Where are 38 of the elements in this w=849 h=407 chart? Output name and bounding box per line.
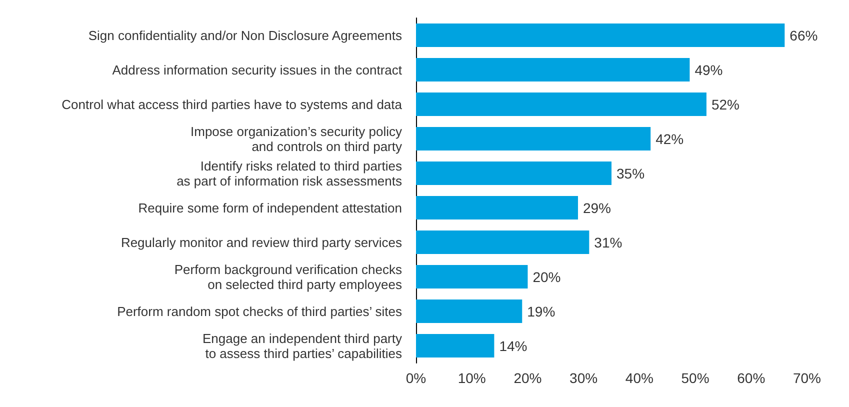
bar [416, 300, 522, 323]
x-tick-label: 60% [737, 370, 766, 386]
bar [416, 58, 690, 82]
y-tick-label: Address information security issues in the contract [112, 62, 402, 78]
bar [416, 24, 785, 47]
bar [416, 334, 494, 358]
y-tick-label: Regularly monitor and review third party services [120, 234, 402, 250]
bar [416, 162, 612, 185]
y-tick-label: Control what access third parties have to systems and data [62, 96, 403, 112]
x-tick-label: 40% [625, 370, 654, 386]
x-tick-label: 10% [458, 370, 486, 386]
bar [416, 265, 528, 288]
bar [416, 230, 590, 254]
data-label: 35% [616, 165, 645, 182]
data-label: 31% [594, 234, 622, 250]
y-tick-label: Perform random spot checks of third parties’ sites [117, 304, 402, 319]
data-label: 52% [711, 96, 740, 112]
x-tick-label: 70% [792, 370, 822, 386]
data-label: 49% [694, 62, 723, 78]
y-tick-label: Impose organization’s security policy and controls on third party [190, 124, 402, 154]
x-tick-label: 0% [406, 370, 426, 386]
bar [416, 92, 706, 116]
data-label: 42% [656, 130, 684, 147]
y-tick-label: Engage an independent third party to assess third parties’ capabilities [202, 330, 402, 361]
data-label: 19% [527, 303, 556, 320]
y-tick-label: Require some form of independent attestation [138, 200, 402, 216]
x-tick-label: 30% [570, 370, 598, 386]
y-tick-label: Identify risks related to third parties as part of information risk assessments [176, 158, 402, 188]
bar [416, 196, 578, 220]
data-label: 20% [532, 268, 561, 285]
x-tick-label: 50% [681, 370, 710, 386]
y-tick-label: Sign confidentiality and/or Non Disclosure Agreements [88, 28, 402, 43]
bar [416, 127, 651, 150]
y-tick-label: Perform background verification checks on selected third party employees [174, 262, 402, 292]
data-label: 29% [582, 200, 612, 216]
x-tick-label: 20% [514, 370, 542, 386]
data-label: 14% [499, 338, 528, 354]
data-label: 66% [790, 27, 818, 44]
